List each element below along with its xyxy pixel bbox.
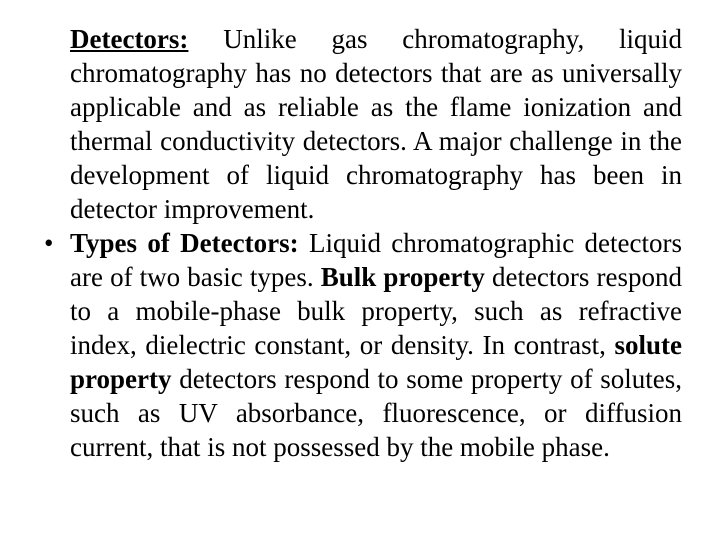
- paragraph-block-2: • Types of Detectors: Liquid chromatogra…: [38, 226, 682, 464]
- paragraph-2: Types of Detectors: Liquid chromatograph…: [70, 226, 682, 464]
- slide-container: Detectors: Unlike gas chromatography, li…: [0, 0, 720, 540]
- paragraph-1: Detectors: Unlike gas chromatography, li…: [70, 22, 682, 226]
- body-text-1: Unlike gas chromatography, liquid chroma…: [70, 24, 682, 224]
- heading-detectors: Detectors:: [70, 24, 188, 54]
- strong-bulk-property: Bulk property: [321, 262, 485, 292]
- paragraph-block-1: Detectors: Unlike gas chromatography, li…: [38, 22, 682, 226]
- heading-types: Types of Detectors:: [70, 228, 299, 258]
- bullet-icon: •: [44, 226, 53, 260]
